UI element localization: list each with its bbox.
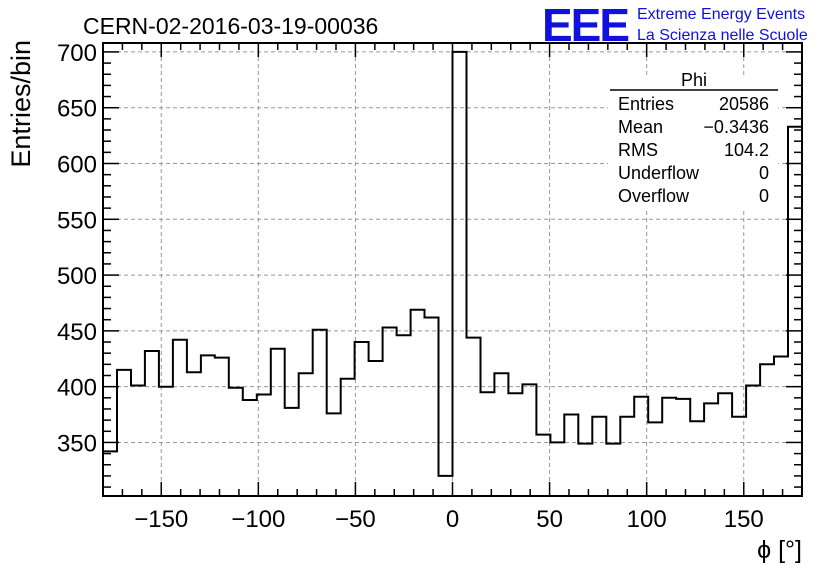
histogram-bin (662, 398, 676, 496)
stats-row-label: Underflow (618, 163, 700, 183)
x-tick-label: 0 (446, 506, 459, 533)
y-tick-labels: 350 400 450 500 550 600 650 700 (57, 40, 97, 458)
histogram-bin (578, 444, 592, 496)
histogram-bin (466, 338, 480, 496)
histogram-bin (690, 421, 704, 496)
stats-row-value: 104.2 (724, 140, 769, 160)
y-tick-label: 600 (57, 152, 97, 179)
stats-row-label: Mean (618, 117, 663, 137)
x-tick-labels: −150 −100 −50 0 50 100 150 (134, 506, 764, 533)
y-tick-label: 500 (57, 263, 97, 290)
stats-row-value: 0 (759, 186, 769, 206)
histogram-bin (620, 417, 634, 496)
histogram-bin (536, 435, 550, 496)
y-tick-label: 350 (57, 430, 97, 457)
histogram-bin (522, 384, 536, 496)
histogram-bin (103, 451, 117, 496)
histogram-bin (131, 386, 145, 496)
stats-row-label: RMS (618, 140, 658, 160)
histogram-bin (494, 373, 508, 496)
histogram-bin (760, 364, 774, 496)
stats-row-value: −0.3436 (703, 117, 769, 137)
stats-row-value: 20586 (719, 94, 769, 114)
y-tick-label: 550 (57, 207, 97, 234)
histogram-bin (704, 403, 718, 496)
histogram-bin (257, 394, 271, 496)
histogram-bin (341, 379, 355, 496)
histogram-bin (313, 330, 327, 496)
histogram-bin (243, 400, 257, 496)
stats-row-label: Overflow (618, 186, 690, 206)
stats-box: Phi Entries 20586 Mean −0.3436 RMS 104.2 Under… (608, 70, 778, 209)
histogram-bin (173, 340, 187, 496)
histogram-bin (159, 387, 173, 496)
stats-row-value: 0 (759, 163, 769, 183)
histogram-bin (718, 393, 732, 496)
histogram-bin (145, 351, 159, 496)
histogram-bin (439, 476, 453, 496)
histogram-bin (327, 413, 341, 496)
histogram-bin (215, 358, 229, 496)
x-tick-label: 150 (724, 506, 764, 533)
histogram-bin (355, 342, 369, 496)
histogram-bin (634, 397, 648, 496)
histogram-bin (606, 444, 620, 496)
histogram-bin (201, 355, 215, 496)
y-tick-label: 450 (57, 319, 97, 346)
histogram-bin (676, 399, 690, 496)
x-tick-label: −50 (335, 506, 376, 533)
histogram-bin (788, 127, 802, 496)
y-tick-label: 650 (57, 96, 97, 123)
histogram-bin (480, 392, 494, 496)
histogram-bin (550, 442, 564, 496)
x-tick-label: −100 (231, 506, 285, 533)
histogram-bins (103, 50, 802, 496)
histogram-bin (774, 357, 788, 496)
histogram-bin (383, 328, 397, 496)
histogram-bin (746, 386, 760, 496)
histogram-bin (187, 372, 201, 496)
histogram-bin (369, 361, 383, 496)
y-tick-label: 700 (57, 40, 97, 67)
logo-line-2: La Scienza nelle Scuole (637, 27, 808, 44)
stats-rows: Entries 20586 Mean −0.3436 RMS 104.2 Underflow… (618, 94, 769, 206)
histogram-bin (271, 349, 285, 496)
histogram-bin (117, 370, 131, 496)
histogram-bin (453, 52, 467, 496)
histogram-bin (411, 310, 425, 496)
x-tick-label: 100 (627, 506, 667, 533)
stats-name: Phi (681, 70, 707, 90)
y-tick-label: 400 (57, 375, 97, 402)
eee-logo-text: EEE (542, 0, 628, 51)
stats-box-background (608, 77, 778, 209)
stats-row-label: Entries (618, 94, 674, 114)
eee-logo: EEE Extreme Energy Events La Scienza nel… (542, 0, 808, 51)
x-tick-label: −150 (134, 506, 188, 533)
x-tick-label: 50 (536, 506, 563, 533)
histogram-bin (299, 373, 313, 496)
histogram-bin (397, 335, 411, 496)
histogram-bin (508, 393, 522, 496)
histogram-bin (425, 317, 439, 496)
axis-ticks (103, 43, 802, 496)
histogram-bin (564, 415, 578, 496)
x-axis-label: ϕ [°] (757, 536, 802, 564)
histogram-outline (103, 50, 802, 477)
histogram-bin (648, 422, 662, 496)
logo-line-1: Extreme Energy Events (637, 6, 805, 23)
histogram-bin (285, 408, 299, 496)
histogram-bin (592, 417, 606, 496)
chart-title: CERN-02-2016-03-19-00036 (83, 13, 378, 39)
histogram-bin (229, 388, 243, 496)
y-axis-label: Entries/bin (6, 40, 36, 168)
